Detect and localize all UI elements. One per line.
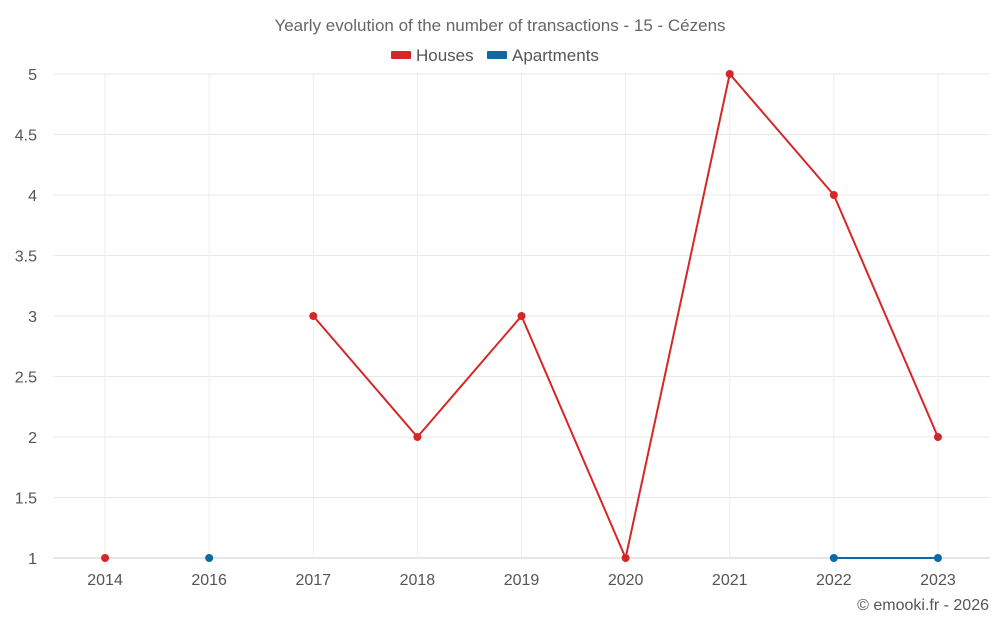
y-tick-label: 4 [28,188,37,205]
data-point-apartments[interactable] [933,554,942,562]
data-point-houses[interactable] [309,312,318,320]
y-tick-label: 3.5 [15,249,37,266]
data-point-houses[interactable] [413,433,422,441]
legend-item-apartments[interactable]: Apartments [487,46,599,65]
data-point-houses[interactable] [517,312,526,320]
x-tick-label: 2017 [295,572,331,589]
legend-swatch-apartments [487,51,507,59]
x-tick-label: 2020 [608,572,644,589]
y-tick-label: 3 [28,309,37,326]
x-axis: 2014 2016 2017 2018 2019 2020 2021 2022 2023 [87,572,956,589]
data-point-apartments[interactable] [205,554,214,562]
data-point-apartments[interactable] [829,554,838,562]
x-tick-label: 2018 [400,572,436,589]
y-tick-label: 5 [28,67,37,84]
credit-text: © emooki.fr - 2026 [857,597,989,614]
legend-label-apartments: Apartments [512,46,599,65]
x-tick-label: 2014 [87,572,123,589]
x-tick-label: 2019 [504,572,540,589]
y-tick-label: 1 [28,551,37,568]
y-tick-label: 2 [28,430,37,447]
x-tick-label: 2022 [816,572,852,589]
y-tick-label: 4.5 [15,128,37,145]
chart-title: Yearly evolution of the number of transa… [274,16,725,35]
x-tick-label: 2016 [191,572,227,589]
data-point-houses[interactable] [725,70,734,78]
data-point-houses[interactable] [933,433,942,441]
x-tick-label: 2021 [712,572,748,589]
legend-item-houses[interactable]: Houses [391,46,474,65]
legend[interactable]: Houses Apartments [391,46,599,65]
y-tick-label: 1.5 [15,491,37,508]
series-layer [101,70,942,562]
data-point-houses[interactable] [621,554,630,562]
y-axis: 1 1.5 2 2.5 3 3.5 4 4.5 5 [15,67,37,568]
data-point-houses[interactable] [829,191,838,199]
x-tick-label: 2023 [920,572,956,589]
legend-label-houses: Houses [416,46,474,65]
data-point-houses[interactable] [101,554,110,562]
legend-swatch-houses [391,51,411,59]
y-tick-label: 2.5 [15,370,37,387]
